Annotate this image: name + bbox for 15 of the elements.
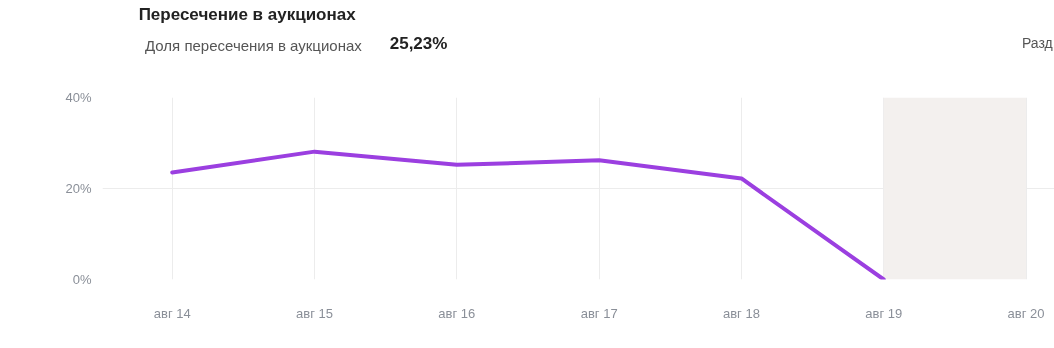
x-tick-label: авг 15 (296, 305, 334, 321)
x-tick-label: авг 17 (580, 305, 618, 321)
x-tick-label: авг 18 (722, 305, 760, 321)
y-tick-label: 20% (65, 181, 92, 196)
chart-title: Пересечение в аукционах (138, 4, 357, 24)
x-tick-label: авг 20 (1007, 305, 1045, 321)
y-tick-label: 40% (65, 90, 92, 105)
text: 25,23% (389, 33, 448, 53)
line-series (170, 149, 886, 280)
text: Доля пересечения в аукционах (145, 37, 362, 54)
x-tick-label: авг 19 (865, 305, 903, 321)
x-tick-label: авг 14 (153, 305, 191, 321)
x-tick-label: авг 16 (438, 305, 476, 321)
y-tick-label: 0% (72, 272, 92, 287)
text: Разд (1021, 34, 1053, 51)
